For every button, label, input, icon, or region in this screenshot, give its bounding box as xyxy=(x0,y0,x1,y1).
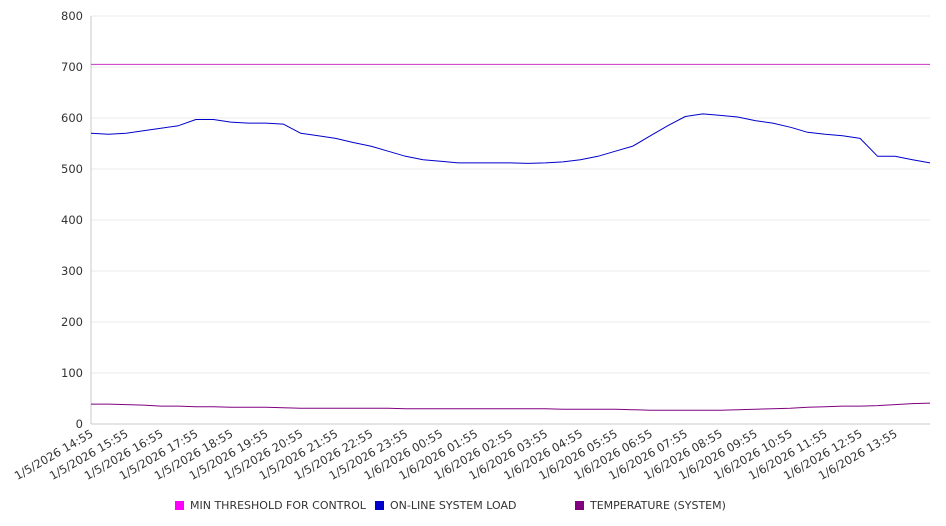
grid-lines xyxy=(91,15,930,374)
legend-swatch xyxy=(175,501,184,510)
x-tick-labels: 1/5/2026 14:551/5/2026 15:551/5/2026 16:… xyxy=(12,426,900,482)
legend-swatch xyxy=(375,501,384,510)
y-tick-label: 200 xyxy=(61,315,83,329)
y-tick-label: 100 xyxy=(61,366,83,380)
series-line-2 xyxy=(91,402,931,411)
y-tick-label: 700 xyxy=(61,60,83,74)
legend-label: MIN THRESHOLD FOR CONTROL xyxy=(190,499,367,512)
y-tick-labels: 0 100 200 300 400 500 600 700 800 xyxy=(61,9,83,431)
axes xyxy=(90,16,930,425)
y-tick-label: 0 xyxy=(76,417,83,431)
legend-label: ON-LINE SYSTEM LOAD xyxy=(390,499,516,512)
y-tick-label: 400 xyxy=(61,213,83,227)
y-tick-label: 300 xyxy=(61,264,83,278)
y-tick-label: 500 xyxy=(61,162,83,176)
legend: MIN THRESHOLD FOR CONTROL ON-LINE SYSTEM … xyxy=(175,499,726,512)
series-line-1 xyxy=(90,113,931,164)
legend-label: TEMPERATURE (SYSTEM) xyxy=(589,499,726,512)
y-tick-label: 800 xyxy=(61,9,83,23)
series-lines xyxy=(90,63,931,411)
y-tick-label: 600 xyxy=(61,111,83,125)
legend-swatch xyxy=(575,501,584,510)
